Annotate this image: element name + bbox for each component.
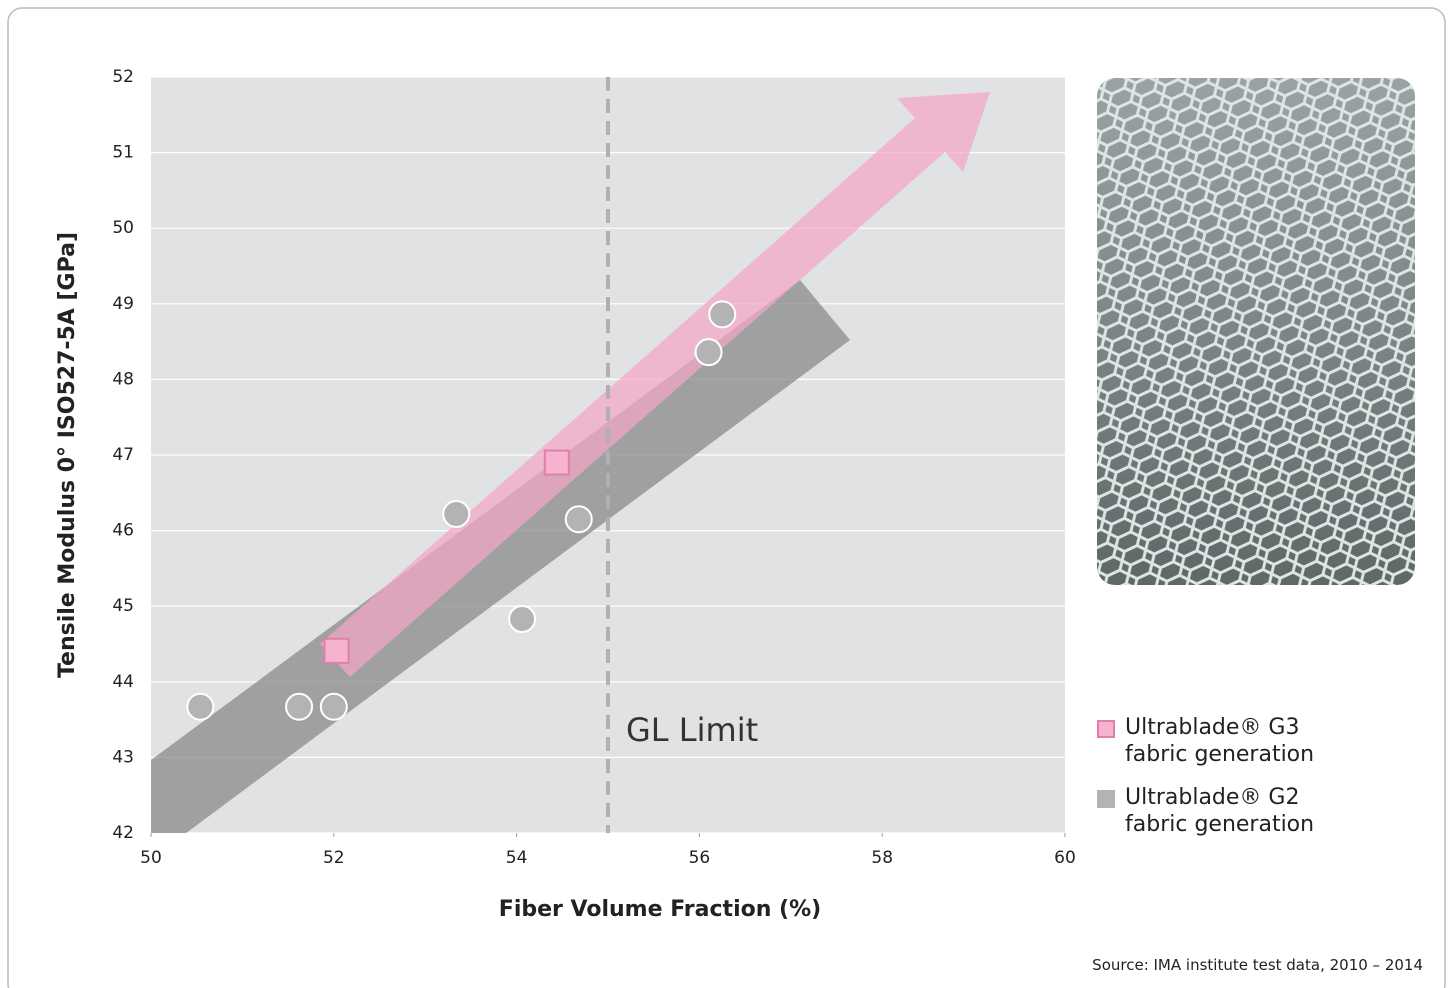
x-tick-label: 60: [1054, 848, 1076, 868]
g2-point: [319, 692, 348, 721]
legend-item: Ultrablade® G3 fabric generation: [1097, 714, 1337, 768]
g2-point: [442, 499, 471, 528]
legend-label: Ultrablade® G2 fabric generation: [1125, 785, 1315, 837]
y-axis-label: Tensile Modulus 0° ISO527-5A [GPa]: [55, 232, 80, 678]
y-tick-label: 52: [112, 67, 134, 87]
legend-swatch: [1097, 720, 1115, 738]
y-tick-label: 43: [112, 747, 134, 767]
y-tick-label: 44: [112, 672, 134, 692]
g2-trend-band: [151, 280, 850, 833]
x-tick-label: 54: [506, 848, 528, 868]
x-tick-label: 52: [323, 848, 345, 868]
legend-label: Ultrablade® G3 fabric generation: [1125, 715, 1315, 767]
y-tick-label: 50: [112, 218, 134, 238]
g3-trend-arrow: [320, 92, 990, 677]
y-tick-label: 45: [112, 596, 134, 616]
g2-point: [708, 300, 737, 329]
g2-point: [186, 692, 215, 721]
g3-point: [543, 449, 570, 476]
x-tick-label: 58: [871, 848, 893, 868]
fabric-photo-pattern: [1097, 78, 1415, 585]
x-tick-label: 50: [140, 848, 162, 868]
x-tick-label: 56: [689, 848, 711, 868]
y-tick-label: 48: [112, 369, 134, 389]
x-axis-label: Fiber Volume Fraction (%): [499, 897, 821, 922]
legend-item: Ultrablade® G2 fabric generation: [1097, 784, 1337, 838]
source-note: Source: IMA institute test data, 2010 – …: [1092, 956, 1423, 974]
g2-point: [564, 505, 593, 534]
y-tick-label: 47: [112, 445, 134, 465]
legend-swatch: [1097, 790, 1115, 808]
limit-label: GL Limit: [626, 711, 758, 749]
g3-point: [323, 637, 350, 664]
y-tick-label: 42: [112, 823, 134, 843]
g2-point: [285, 692, 314, 721]
legend: Ultrablade® G3 fabric generation Ultrabla…: [1097, 714, 1337, 854]
g2-point: [508, 605, 537, 634]
y-tick-label: 49: [112, 294, 134, 314]
y-tick-label: 51: [112, 143, 134, 163]
y-tick-label: 46: [112, 521, 134, 541]
g2-point: [694, 338, 723, 367]
frame: [7, 7, 1446, 988]
